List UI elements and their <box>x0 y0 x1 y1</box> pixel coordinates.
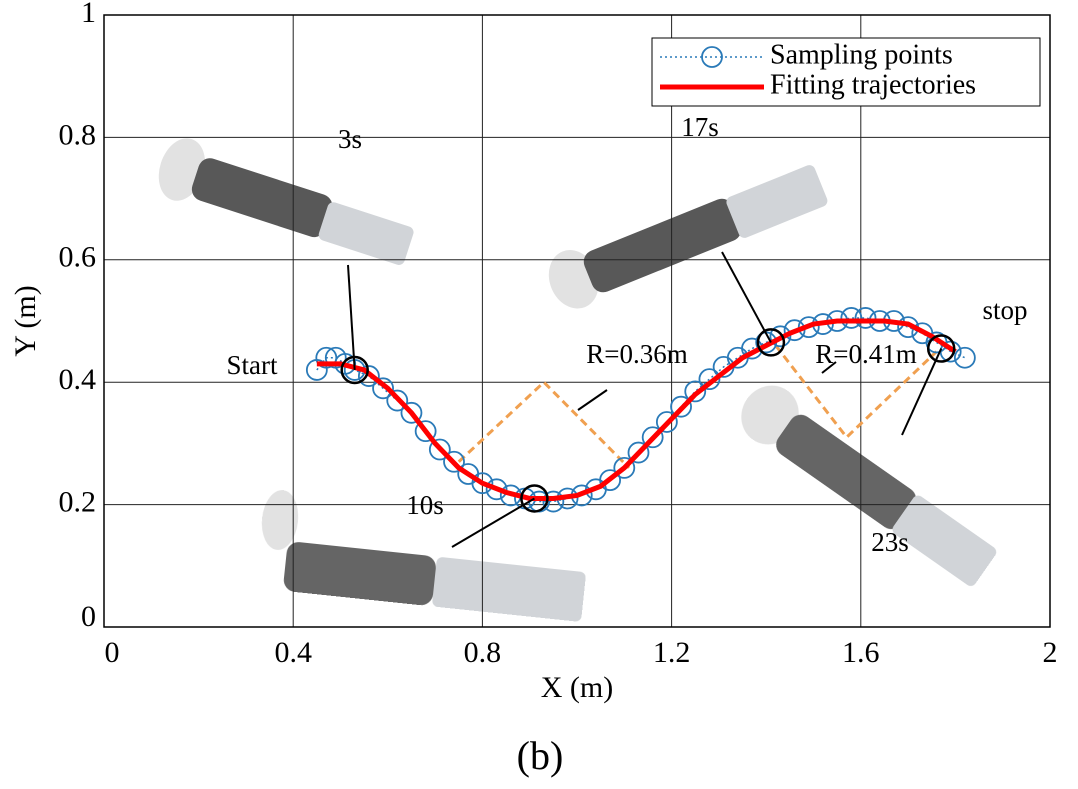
caption: (b) <box>517 733 564 778</box>
y-tick-label: 0.6 <box>59 241 97 274</box>
radius-guide <box>774 344 938 440</box>
annotation: stop <box>982 295 1027 325</box>
sample-point <box>599 469 622 492</box>
y-tick-label: 0.8 <box>59 118 97 151</box>
radius-guide <box>457 380 631 469</box>
x-tick-label: 1.6 <box>842 636 880 669</box>
legend-label: Sampling points <box>770 39 953 70</box>
time-pointer <box>347 264 356 371</box>
legend-box <box>651 37 1041 107</box>
robot-photo <box>158 138 414 265</box>
sample-point <box>471 472 494 495</box>
sample-point <box>769 325 792 348</box>
y-tick-label: 0.4 <box>59 363 97 396</box>
sample-point <box>357 365 380 387</box>
x-tick-label: 1.2 <box>653 636 691 669</box>
x-tick-label: 0.8 <box>464 636 502 669</box>
time-pointer <box>721 251 772 343</box>
sample-point <box>542 490 565 513</box>
sample-point <box>670 395 692 418</box>
radius-label: R=0.41m <box>815 339 917 369</box>
label-pointer <box>577 389 608 411</box>
sample-point <box>400 401 423 424</box>
sample-point <box>613 456 636 479</box>
sample-point <box>372 377 394 400</box>
legend-marker <box>701 46 723 68</box>
time-label: 17s <box>681 112 719 142</box>
sample-point <box>485 478 508 501</box>
y-axis-label: Y (m) <box>9 285 42 356</box>
x-tick-label: 0 <box>105 636 120 669</box>
robot-photo <box>548 165 828 309</box>
y-tick-label: 1 <box>81 0 96 29</box>
time-pointer <box>901 348 943 436</box>
y-tick-label: 0.2 <box>59 485 97 518</box>
robot-photo <box>261 490 586 622</box>
time-pointer <box>451 497 535 548</box>
plot-frame <box>103 14 1051 628</box>
time-marker <box>926 334 956 363</box>
sample-point <box>428 438 451 461</box>
label-pointer <box>821 361 837 374</box>
sample-point <box>414 420 437 443</box>
y-tick-label: 0 <box>81 600 96 633</box>
robot-photo <box>741 385 997 586</box>
sample-point <box>443 450 465 473</box>
sample-point <box>854 307 877 329</box>
annotation: Start <box>227 350 278 380</box>
sample-point <box>840 307 863 329</box>
x-tick-label: 0.4 <box>274 636 312 669</box>
x-axis-label: X (m) <box>541 671 613 704</box>
time-label: 3s <box>338 124 362 154</box>
robot-photos <box>158 138 997 622</box>
sample-point <box>627 441 650 464</box>
sample-point <box>386 389 409 412</box>
time-marker <box>756 328 786 357</box>
time-marker <box>340 355 369 385</box>
sample-point <box>655 411 678 433</box>
sample-point <box>641 426 664 449</box>
legend-label: Fitting trajectories <box>770 69 976 100</box>
x-tick-label: 2 <box>1043 636 1058 669</box>
sample-point <box>684 380 707 403</box>
sample-point <box>953 346 976 369</box>
time-label: 10s <box>406 490 444 520</box>
radius-label: R=0.36m <box>586 339 688 369</box>
sample-point <box>698 368 721 391</box>
time-marker <box>520 484 549 513</box>
series-line <box>316 318 957 501</box>
time-label: 23s <box>871 527 909 557</box>
